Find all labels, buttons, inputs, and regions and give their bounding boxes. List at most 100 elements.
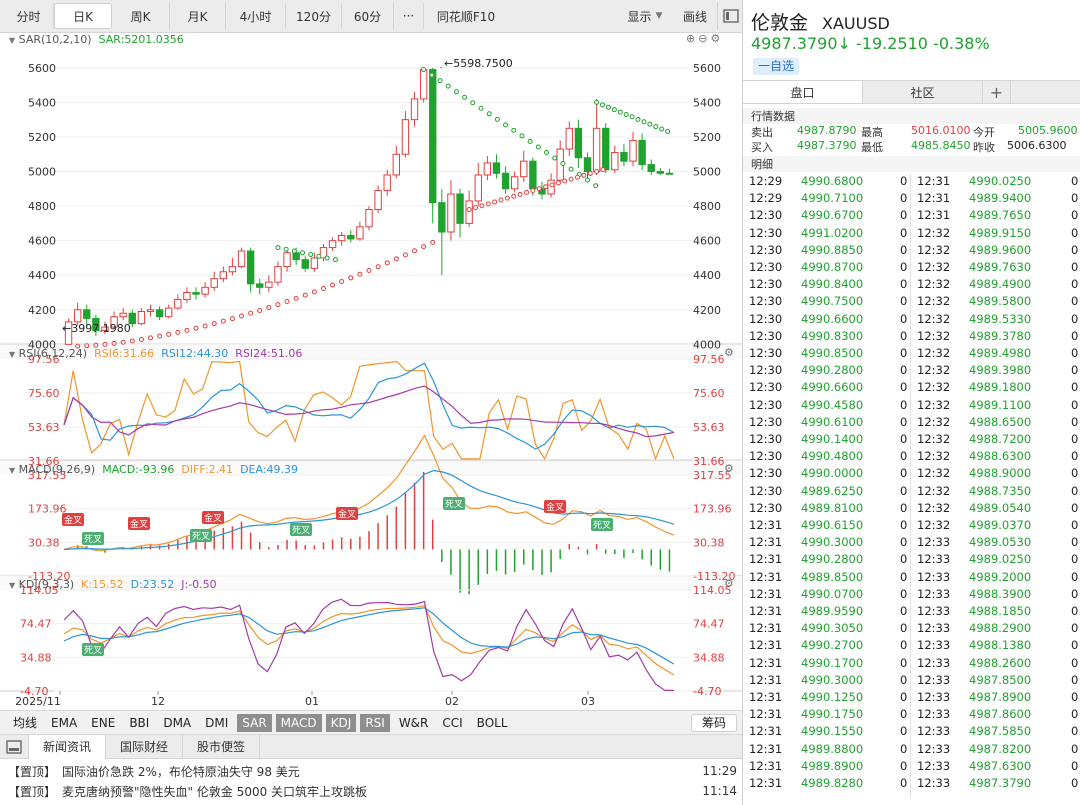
last-price: 4987.3790↓	[751, 34, 851, 53]
tick-price: 4990.1750	[801, 707, 864, 722]
add-watchlist-button[interactable]: 一自选	[753, 58, 800, 75]
sar-dot	[291, 248, 297, 254]
sar-dot	[574, 174, 580, 180]
y-tick-left: 74.47	[20, 618, 52, 631]
tab-orderbook[interactable]: 盘口	[743, 81, 863, 103]
tick-time: 12:31	[749, 776, 783, 790]
more-periods-button[interactable]: ···	[394, 3, 424, 29]
tab-notes[interactable]: 股市便签	[183, 734, 261, 759]
indicator-dma[interactable]: DMA	[163, 715, 192, 730]
add-icon[interactable]: ⊕	[686, 32, 696, 45]
indicator-ene[interactable]: ENE	[91, 715, 116, 730]
period-tab-intraday[interactable]: 分时	[4, 3, 54, 29]
tick-volume: 0	[1071, 260, 1079, 274]
sar-dot	[536, 186, 542, 192]
rsi-label: ▼ RSI(6,12,24) RSI6:31.66 RSI12:44.30 RS…	[9, 347, 303, 360]
sar-dot	[357, 271, 363, 277]
collapse-icon[interactable]: ▼	[9, 466, 16, 475]
sar-dot	[517, 191, 523, 197]
death-cross-badge-text: 死叉	[292, 525, 310, 536]
news-item[interactable]: 【置顶】 国际油价急跌 2%，布伦特原油失守 98 美元 11:29	[0, 760, 743, 782]
death-cross-badge-text: 死叉	[192, 531, 210, 542]
tab-news[interactable]: 新闻资讯	[29, 734, 107, 759]
candle-body	[319, 247, 328, 259]
tick-volume: 0	[900, 672, 908, 687]
period-tab-daily[interactable]: 日K	[54, 3, 112, 29]
draw-button[interactable]: 画线	[682, 9, 707, 24]
tick-price: 4990.1400	[801, 432, 864, 446]
gear-icon[interactable]: ⚙	[710, 32, 721, 45]
add-tab-icon[interactable]: +	[983, 81, 1011, 103]
indicator-bbi[interactable]: BBI	[129, 715, 150, 730]
indicator-boll[interactable]: BOLL	[476, 715, 508, 730]
indicator-dmi[interactable]: DMI	[205, 715, 229, 730]
period-tab-4h[interactable]: 4小时	[226, 3, 286, 29]
gear-icon[interactable]: ⚙	[724, 346, 734, 359]
tick-volume: 0	[1071, 621, 1079, 636]
chart-svg[interactable]: 5600 5600 5400 5400 5200 5200 5000 5000 4800 4800…	[0, 33, 743, 710]
period-tab-monthly[interactable]: 月K	[170, 3, 226, 29]
gear-icon[interactable]: ⚙	[724, 577, 734, 590]
chouma-button[interactable]: 筹码	[690, 713, 737, 732]
collapse-icon[interactable]: ▼	[9, 350, 16, 359]
chart-area[interactable]: 5600 5600 5400 5400 5200 5200 5000 5000 4800 4800…	[0, 32, 743, 710]
tick-volume: 0	[1071, 191, 1079, 206]
sar-dot	[530, 188, 536, 194]
news-item[interactable]: 【置顶】 麦克唐纳预警"隐性失血" 伦敦金 5000 关口筑牢上攻跳板 11:1…	[0, 780, 743, 802]
tick-volume: 0	[1071, 690, 1079, 704]
indicator-wr[interactable]: W&R	[398, 715, 429, 730]
period-tab-60m[interactable]: 60分	[342, 3, 394, 29]
tick-time: 12:30	[749, 449, 783, 464]
period-tab-weekly[interactable]: 周K	[112, 3, 170, 29]
tick-price: 4989.3780	[969, 328, 1032, 343]
panel-divider[interactable]	[742, 0, 743, 805]
y-tick-right: 4200	[693, 304, 721, 317]
indicator-kdj[interactable]: KDJ	[325, 713, 357, 732]
sar-dot	[600, 167, 606, 173]
indicator-cci[interactable]: CCI	[442, 715, 463, 730]
indicator-ma[interactable]: 均线	[13, 716, 38, 730]
tick-volume: 0	[1071, 518, 1079, 532]
sar-dot	[466, 207, 472, 213]
collapse-icon[interactable]: ▼	[9, 581, 16, 590]
sar-dot	[560, 161, 566, 167]
y-tick-left: 5000	[28, 166, 56, 179]
indicator-rsi[interactable]: RSI	[360, 713, 390, 732]
tick-list[interactable]: 12:29 4990.6800 0 12:31 4990.0250 0 12:29 4990.…	[743, 173, 1080, 798]
sar-dot	[494, 116, 500, 122]
display-dropdown[interactable]: 显示 ▼	[617, 3, 673, 29]
minus-icon[interactable]: ⊖	[698, 32, 708, 45]
tab-community[interactable]: 社区	[863, 81, 983, 103]
f10-button[interactable]: 同花顺F10	[436, 9, 496, 24]
tick-price: 4989.0250	[969, 552, 1032, 567]
tick-time: 12:32	[917, 311, 951, 326]
tick-time: 12:32	[917, 242, 951, 257]
news-panel-toggle-icon[interactable]	[0, 734, 29, 759]
candle-body	[356, 226, 364, 240]
period-tab-120m[interactable]: 120分	[286, 3, 342, 29]
sar-dot	[129, 338, 135, 344]
gear-icon[interactable]: ⚙	[724, 462, 734, 475]
tick-price: 4989.8800	[801, 741, 864, 756]
sar-dot	[470, 100, 476, 106]
y-tick-right: 5600	[693, 62, 721, 75]
tick-time: 12:33	[917, 586, 951, 601]
indicator-macd[interactable]: MACD	[275, 713, 322, 732]
tick-row: 12:31 4990.3000 0 12:33 4987.8500 0	[743, 672, 1080, 689]
candle-body	[501, 172, 510, 190]
tick-price: 4989.9600	[969, 242, 1032, 257]
y-tick-right: 114.05	[693, 584, 732, 597]
tick-volume: 0	[900, 466, 908, 481]
candle-body	[128, 312, 136, 325]
collapse-icon[interactable]: ▼	[9, 36, 16, 45]
sidebar-toggle-icon[interactable]	[717, 3, 743, 29]
tick-price: 4988.2600	[969, 655, 1032, 670]
tick-volume: 0	[1071, 638, 1079, 653]
candle-body	[429, 69, 437, 204]
tab-intl-finance[interactable]: 国际财经	[106, 734, 184, 759]
indicator-sar[interactable]: SAR	[237, 713, 272, 732]
indicator-ema[interactable]: EMA	[51, 715, 78, 730]
tick-time: 12:31	[749, 741, 783, 756]
news-pin-tag: 【置顶】	[8, 764, 57, 779]
tick-volume: 0	[900, 758, 908, 773]
